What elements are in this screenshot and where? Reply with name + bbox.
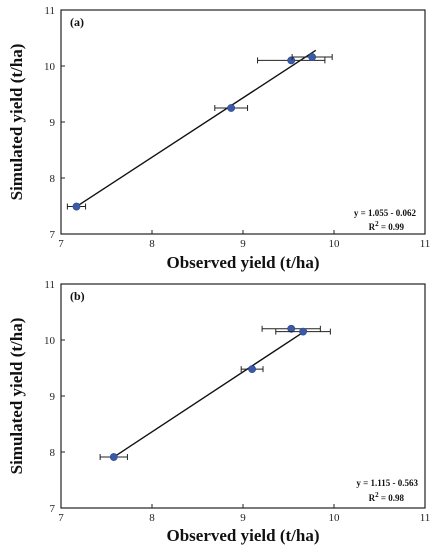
y-tick-label: 11: [44, 5, 55, 17]
y-tick-label: 10: [44, 61, 56, 73]
plot-frame: [60, 283, 426, 509]
x-tick-label: 9: [240, 512, 246, 524]
data-point: [287, 56, 296, 65]
y-axis-title: Simulated yield (t/ha): [7, 44, 26, 201]
data-point: [308, 53, 317, 61]
y-tick-label: 9: [50, 117, 56, 129]
x-tick-label: 8: [149, 238, 155, 250]
panel-label: (b): [70, 289, 85, 303]
y-tick-label: 7: [50, 503, 56, 515]
panel-b: 7 8 9 10 11 7 8 9 10 11 (b) y = 1.115 - 0.563 R2 …: [7, 279, 430, 545]
x-tick-label: 11: [420, 512, 431, 524]
regression-equation: y = 1.055 - 0.062: [354, 208, 417, 218]
data-point: [299, 327, 307, 336]
data-marks: [66, 49, 333, 211]
r-squared-value: = 0.99: [379, 222, 405, 232]
y-tick-label: 11: [44, 279, 55, 291]
r-squared-exponent: 2: [375, 220, 379, 228]
regression-line: [76, 49, 317, 208]
data-point: [248, 365, 256, 374]
regression-line: [113, 329, 308, 458]
regression-equation: y = 1.115 - 0.563: [356, 478, 418, 488]
x-axis-title: Observed yield (t/ha): [167, 253, 320, 272]
r-squared-label: R2 = 0.98: [369, 491, 405, 503]
data-point: [72, 202, 81, 211]
y-tick-label: 9: [50, 391, 56, 403]
x-tick-label: 9: [240, 238, 246, 250]
data-point: [109, 453, 118, 461]
panel-a: 7 8 9 10 11 7 8 9 10 11 (a) y = 1.055 - 0.062 R2 …: [7, 5, 430, 272]
data-point: [227, 104, 236, 112]
panel-label: (a): [70, 15, 84, 29]
x-axis-title: Observed yield (t/ha): [167, 526, 320, 545]
r-squared-symbol: R: [369, 222, 376, 232]
y-tick-label: 8: [50, 447, 56, 459]
r-squared-exponent: 2: [375, 491, 379, 499]
r-squared-symbol: R: [369, 493, 376, 503]
x-tick-label: 10: [329, 512, 341, 524]
axis-ticks: 7 8 9 10 11 7 8 9 10 11: [44, 279, 430, 524]
x-tick-label: 11: [420, 238, 431, 250]
r-squared-label: R2 = 0.99: [369, 220, 405, 232]
x-tick-label: 10: [329, 238, 341, 250]
x-tick-label: 7: [58, 238, 64, 250]
y-tick-label: 10: [44, 335, 56, 347]
data-marks: [99, 324, 331, 461]
y-tick-label: 8: [50, 173, 56, 185]
y-axis-title: Simulated yield (t/ha): [7, 318, 26, 475]
data-point: [287, 324, 296, 333]
x-tick-label: 7: [58, 512, 64, 524]
y-tick-label: 7: [50, 229, 56, 241]
r-squared-value: = 0.98: [379, 493, 405, 503]
x-tick-label: 8: [149, 512, 155, 524]
plot-frame: [60, 9, 426, 235]
axis-ticks: 7 8 9 10 11 7 8 9 10 11: [44, 5, 430, 250]
